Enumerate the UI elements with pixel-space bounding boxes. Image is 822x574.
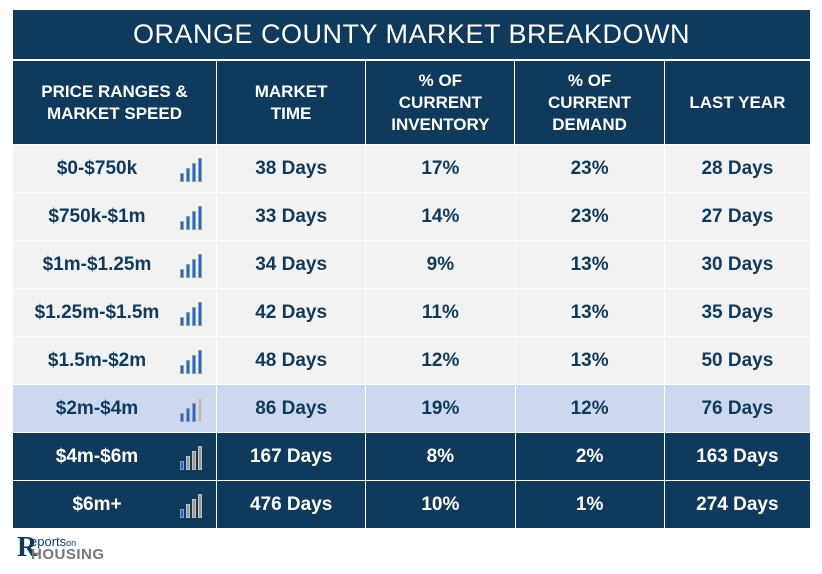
inventory-cell: 9%: [365, 241, 514, 288]
market-time-cell: 38 Days: [216, 145, 365, 192]
price-range-label: $750k-$1m: [48, 205, 146, 227]
bar-chart-icon: [180, 446, 204, 470]
table-row: $750k-$1m 33 Days 14% 23% 27 Days: [13, 192, 810, 240]
last-year-cell: 30 Days: [663, 241, 810, 288]
logo-line1: eports: [30, 534, 67, 549]
market-time-cell: 33 Days: [216, 193, 365, 240]
inventory-cell: 19%: [365, 385, 514, 432]
bar-chart-icon: [180, 302, 204, 326]
last-year-cell: 50 Days: [663, 337, 810, 384]
price-range-label: $4m-$6m: [55, 445, 139, 467]
inventory-cell: 17%: [365, 145, 514, 192]
table-row: $1.25m-$1.5m 42 Days 11% 13% 35 Days: [13, 288, 810, 336]
table-row: $4m-$6m 167 Days 8% 2% 163 Days: [13, 432, 810, 480]
demand-cell: 13%: [514, 241, 664, 288]
table-title: ORANGE COUNTY MARKET BREAKDOWN: [13, 10, 810, 59]
price-range-cell: $2m-$4m: [13, 385, 216, 432]
price-range-cell: $1m-$1.25m: [13, 241, 216, 288]
last-year-cell: 27 Days: [663, 193, 810, 240]
last-year-cell: 35 Days: [663, 289, 810, 336]
market-time-cell: 86 Days: [216, 385, 365, 432]
market-time-cell: 34 Days: [216, 241, 365, 288]
table-row: $1m-$1.25m 34 Days 9% 13% 30 Days: [13, 240, 810, 288]
price-range-label: $1.5m-$2m: [47, 349, 147, 371]
last-year-cell: 163 Days: [663, 433, 810, 480]
price-range-cell: $750k-$1m: [13, 193, 216, 240]
table-row: $2m-$4m 86 Days 19% 12% 76 Days: [13, 384, 810, 432]
demand-cell: 13%: [514, 337, 664, 384]
price-range-cell: $0-$750k: [13, 145, 216, 192]
bar-chart-icon: [180, 350, 204, 374]
demand-cell: 1%: [514, 481, 664, 528]
price-range-cell: $6m+: [13, 481, 216, 528]
logo-initial: R: [17, 532, 38, 563]
last-year-cell: 28 Days: [663, 145, 810, 192]
header-last-year: LAST YEAR: [663, 61, 810, 144]
table-header: PRICE RANGES & MARKET SPEED MARKET TIME …: [13, 61, 810, 144]
bar-chart-icon: [180, 254, 204, 278]
table-row: $1.5m-$2m 48 Days 12% 13% 50 Days: [13, 336, 810, 384]
price-range-label: $1m-$1.25m: [42, 253, 152, 275]
inventory-cell: 11%: [365, 289, 514, 336]
inventory-cell: 10%: [365, 481, 514, 528]
inventory-cell: 8%: [365, 433, 514, 480]
market-time-cell: 167 Days: [216, 433, 365, 480]
header-inventory: % OF CURRENT INVENTORY: [365, 61, 514, 144]
last-year-cell: 76 Days: [663, 385, 810, 432]
last-year-cell: 274 Days: [663, 481, 810, 528]
price-range-label: $6m+: [72, 493, 122, 515]
price-range-cell: $1.5m-$2m: [13, 337, 216, 384]
inventory-cell: 12%: [365, 337, 514, 384]
market-time-cell: 48 Days: [216, 337, 365, 384]
reports-on-housing-logo: R eportson HOUSING: [17, 530, 127, 566]
table-row: $0-$750k 38 Days 17% 23% 28 Days: [13, 144, 810, 192]
logo-line1-small: on: [66, 538, 77, 548]
market-table: ORANGE COUNTY MARKET BREAKDOWN PRICE RAN…: [13, 10, 810, 528]
price-range-label: $2m-$4m: [55, 397, 139, 419]
table-row: $6m+ 476 Days 10% 1% 274 Days: [13, 480, 810, 528]
header-price-ranges: PRICE RANGES & MARKET SPEED: [41, 81, 188, 123]
demand-cell: 12%: [514, 385, 664, 432]
demand-cell: 23%: [514, 193, 664, 240]
bar-chart-icon: [180, 158, 204, 182]
inventory-cell: 14%: [365, 193, 514, 240]
demand-cell: 23%: [514, 145, 664, 192]
logo-line2: HOUSING: [31, 546, 105, 563]
demand-cell: 13%: [514, 289, 664, 336]
price-range-cell: $4m-$6m: [13, 433, 216, 480]
price-range-label: $0-$750k: [56, 157, 138, 179]
demand-cell: 2%: [514, 433, 664, 480]
header-market-time: MARKET TIME: [215, 61, 365, 144]
header-demand: % OF CURRENT DEMAND: [514, 61, 663, 144]
price-range-cell: $1.25m-$1.5m: [13, 289, 216, 336]
market-time-cell: 476 Days: [216, 481, 365, 528]
bar-chart-icon: [180, 494, 204, 518]
bar-chart-icon: [180, 398, 204, 422]
bar-chart-icon: [180, 206, 204, 230]
price-range-label: $1.25m-$1.5m: [34, 301, 160, 323]
market-time-cell: 42 Days: [216, 289, 365, 336]
